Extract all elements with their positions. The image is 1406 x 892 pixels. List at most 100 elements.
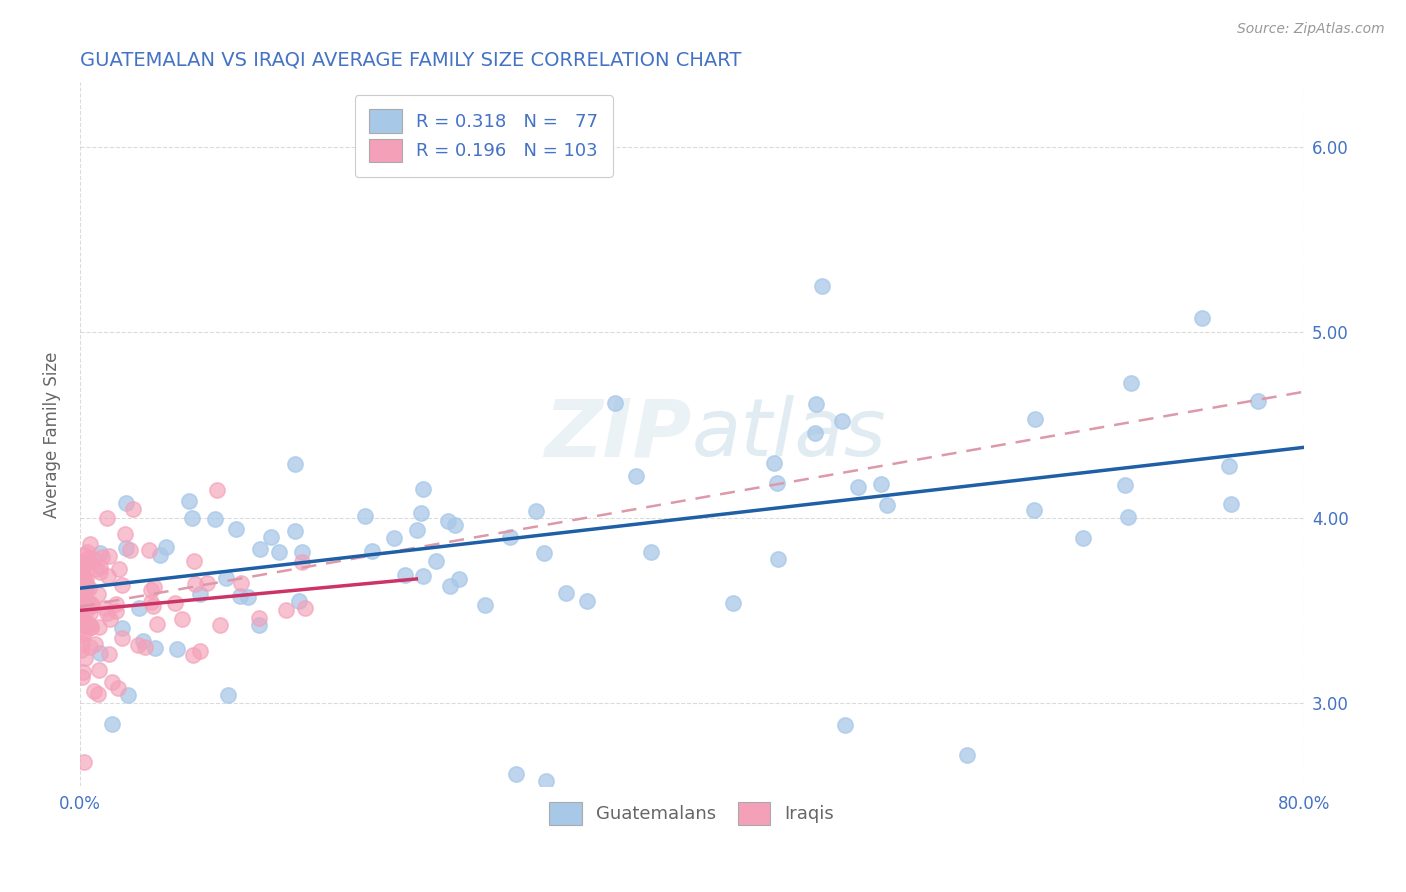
Point: [132, 634, 155, 648]
Point: [69, 576, 91, 591]
Point: [70, 601, 93, 615]
Point: [108, 562, 131, 576]
Point: [79, 596, 101, 610]
Point: [75, 582, 97, 597]
Point: [181, 648, 204, 662]
Point: [394, 567, 416, 582]
Point: [83, 683, 105, 698]
Point: [70, 604, 93, 618]
Point: [70, 616, 93, 631]
Text: ZIP: ZIP: [544, 395, 692, 474]
Point: [72, 627, 94, 641]
Point: [83, 552, 105, 566]
Point: [145, 616, 167, 631]
Point: [77, 597, 100, 611]
Point: [870, 476, 893, 491]
Point: [72, 603, 94, 617]
Point: [75, 651, 97, 665]
Point: [217, 689, 239, 703]
Point: [75, 604, 97, 618]
Point: [284, 457, 307, 471]
Point: [70, 670, 93, 684]
Point: [87, 620, 110, 634]
Point: [139, 595, 162, 609]
Point: [91, 549, 114, 564]
Text: atlas: atlas: [692, 395, 887, 474]
Point: [575, 594, 598, 608]
Point: [437, 514, 460, 528]
Point: [69, 606, 91, 620]
Point: [831, 414, 853, 428]
Point: [412, 482, 434, 496]
Point: [291, 545, 314, 559]
Point: [361, 544, 384, 558]
Point: [75, 548, 97, 562]
Point: [73, 626, 96, 640]
Point: [73, 618, 96, 632]
Point: [505, 766, 527, 780]
Point: [1247, 394, 1270, 409]
Point: [247, 618, 270, 632]
Point: [79, 617, 101, 632]
Point: [87, 587, 110, 601]
Point: [1024, 412, 1046, 426]
Point: [353, 509, 375, 524]
Point: [810, 279, 832, 293]
Point: [204, 511, 226, 525]
Point: [77, 581, 100, 595]
Point: [412, 568, 434, 582]
Point: [79, 606, 101, 620]
Point: [214, 570, 236, 584]
Point: [72, 596, 94, 610]
Point: [205, 483, 228, 497]
Point: [260, 530, 283, 544]
Point: [111, 621, 134, 635]
Point: [956, 747, 979, 762]
Point: [134, 640, 156, 654]
Point: [382, 531, 405, 545]
Point: [73, 756, 96, 770]
Point: [138, 543, 160, 558]
Point: [69, 613, 91, 627]
Point: [143, 641, 166, 656]
Point: [640, 545, 662, 559]
Point: [84, 637, 107, 651]
Point: [75, 572, 97, 586]
Point: [1191, 311, 1213, 326]
Point: [75, 599, 97, 614]
Point: [111, 578, 134, 592]
Point: [499, 530, 522, 544]
Point: [524, 504, 547, 518]
Point: [180, 510, 202, 524]
Point: [188, 643, 211, 657]
Point: [288, 594, 311, 608]
Point: [127, 639, 149, 653]
Point: [76, 545, 98, 559]
Point: [284, 524, 307, 538]
Text: Source: ZipAtlas.com: Source: ZipAtlas.com: [1237, 22, 1385, 37]
Point: [80, 620, 103, 634]
Point: [72, 573, 94, 587]
Point: [1121, 376, 1143, 390]
Point: [804, 426, 827, 441]
Point: [94, 600, 117, 615]
Point: [80, 620, 103, 634]
Point: [294, 600, 316, 615]
Point: [449, 572, 471, 586]
Point: [100, 612, 122, 626]
Point: [72, 665, 94, 679]
Point: [89, 565, 111, 579]
Point: [1218, 459, 1240, 474]
Point: [208, 618, 231, 632]
Point: [69, 576, 91, 591]
Point: [439, 579, 461, 593]
Point: [72, 615, 94, 630]
Point: [1116, 510, 1139, 524]
Point: [96, 606, 118, 620]
Point: [77, 557, 100, 571]
Point: [142, 599, 165, 613]
Point: [76, 551, 98, 566]
Point: [84, 562, 107, 576]
Point: [70, 588, 93, 602]
Point: [87, 687, 110, 701]
